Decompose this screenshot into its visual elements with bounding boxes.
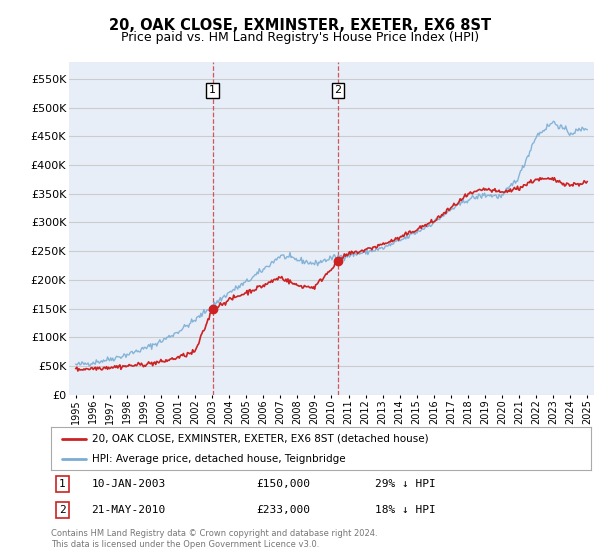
Text: 18% ↓ HPI: 18% ↓ HPI [375,505,436,515]
Text: 20, OAK CLOSE, EXMINSTER, EXETER, EX6 8ST: 20, OAK CLOSE, EXMINSTER, EXETER, EX6 8S… [109,18,491,33]
Text: HPI: Average price, detached house, Teignbridge: HPI: Average price, detached house, Teig… [91,454,345,464]
Text: 2: 2 [59,505,66,515]
Text: £150,000: £150,000 [256,479,310,489]
Text: 20, OAK CLOSE, EXMINSTER, EXETER, EX6 8ST (detached house): 20, OAK CLOSE, EXMINSTER, EXETER, EX6 8S… [91,433,428,444]
Text: 21-MAY-2010: 21-MAY-2010 [91,505,166,515]
Text: Price paid vs. HM Land Registry's House Price Index (HPI): Price paid vs. HM Land Registry's House … [121,31,479,44]
Text: 1: 1 [209,85,216,95]
Text: 29% ↓ HPI: 29% ↓ HPI [375,479,436,489]
Text: 1: 1 [59,479,66,489]
Text: £233,000: £233,000 [256,505,310,515]
Text: 10-JAN-2003: 10-JAN-2003 [91,479,166,489]
Text: Contains HM Land Registry data © Crown copyright and database right 2024.
This d: Contains HM Land Registry data © Crown c… [51,529,377,549]
Text: 2: 2 [334,85,341,95]
